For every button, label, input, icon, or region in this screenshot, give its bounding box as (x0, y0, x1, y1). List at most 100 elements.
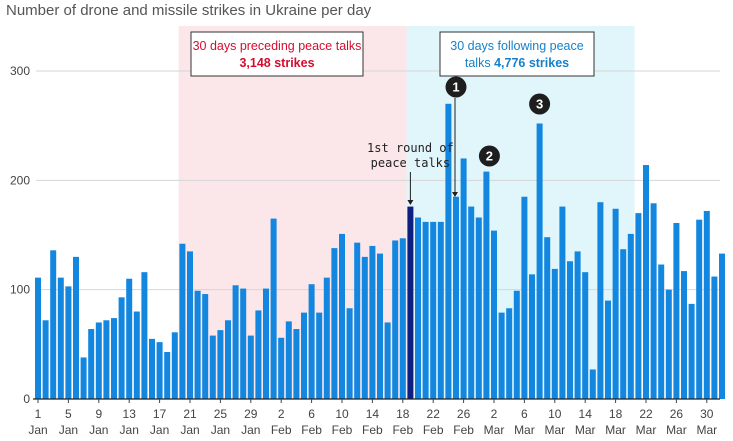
bar (544, 237, 551, 399)
x-tick-month: Mar (484, 423, 505, 437)
y-tick-label: 300 (10, 64, 30, 78)
x-tick-month: Feb (301, 423, 322, 437)
bar (643, 165, 649, 399)
bar (437, 221, 444, 399)
bar (331, 248, 338, 399)
bar (225, 320, 231, 399)
bar (247, 335, 254, 399)
bar (551, 268, 558, 399)
bar (95, 322, 102, 399)
x-tick-month: Feb (362, 423, 383, 437)
bar (57, 277, 64, 399)
bar (164, 351, 171, 399)
bar (536, 123, 543, 399)
bar (118, 297, 125, 399)
x-tick-month: Jan (211, 423, 230, 437)
x-tick-label: 26 (457, 407, 471, 421)
bar (673, 222, 680, 399)
region-label-name: 30 days preceding peace talks (193, 39, 362, 53)
bar (270, 218, 277, 399)
bar (483, 171, 490, 399)
bar (65, 286, 72, 399)
bar (681, 271, 687, 399)
x-tick-label: 30 (700, 407, 714, 421)
bar (567, 261, 573, 399)
bar (354, 242, 361, 399)
bar (369, 245, 376, 399)
bar (42, 320, 49, 399)
bar (384, 322, 391, 399)
x-tick-month: Jan (241, 423, 260, 437)
bar (658, 264, 665, 399)
x-tick-label: 22 (639, 407, 653, 421)
x-tick-month: Feb (332, 423, 353, 437)
bar (80, 357, 87, 399)
x-tick-month: Jan (150, 423, 169, 437)
x-tick-month: Mar (575, 423, 596, 437)
annotation-badge-3 (529, 93, 551, 115)
bar (111, 318, 117, 399)
x-tick-month: Mar (544, 423, 565, 437)
bar (255, 310, 262, 399)
bar (422, 221, 429, 399)
bar (263, 288, 269, 399)
bar (126, 278, 133, 399)
x-tick-month: Mar (636, 423, 657, 437)
y-tick-label: 0 (23, 392, 30, 406)
bar (620, 249, 627, 399)
peace-talks-arrow-head (407, 200, 414, 205)
bar (88, 329, 95, 399)
bar (240, 288, 247, 399)
bar (156, 342, 163, 399)
x-tick-label: 2 (491, 407, 498, 421)
y-tick-label: 200 (10, 173, 30, 187)
annotations: 30 days preceding peace talks 3,148 strik… (190, 31, 595, 205)
bar (73, 256, 79, 399)
x-tick-label: 17 (153, 407, 167, 421)
x-tick-label: 26 (670, 407, 684, 421)
annotation-badge-label: 2 (486, 149, 493, 164)
x-tick-label: 6 (521, 407, 528, 421)
region-label-total: 3,148 strikes (239, 56, 314, 70)
region-label-name: 30 days following peace (450, 39, 583, 53)
bar (696, 219, 703, 399)
region-label-box-2 (439, 31, 595, 77)
x-tick-label: 2 (278, 407, 285, 421)
bar (521, 196, 528, 399)
bar (50, 250, 57, 399)
x-tick-month: Mar (666, 423, 687, 437)
bar (35, 277, 41, 399)
bar (506, 308, 513, 399)
bar (361, 256, 368, 399)
bars (33, 103, 725, 400)
bar (589, 369, 596, 399)
bar (498, 312, 505, 399)
region-label-name-tail: talks (465, 56, 494, 70)
annotation-badge-arrow-head (452, 192, 458, 197)
bar (612, 208, 619, 399)
bar (445, 103, 452, 400)
x-tick-label: 25 (214, 407, 228, 421)
bar (149, 338, 155, 399)
x-tick-label: 5 (65, 407, 72, 421)
x-tick-month: Feb (453, 423, 474, 437)
bar (399, 238, 406, 399)
bar (665, 289, 672, 399)
bar (285, 321, 292, 399)
x-tick-label: 14 (366, 407, 380, 421)
shaded-region-2 (406, 26, 635, 399)
chart-title: Number of drone and missile strikes in U… (6, 2, 372, 19)
annotation-badge-label: 3 (536, 97, 543, 112)
x-tick-month: Feb (392, 423, 413, 437)
x-tick-month: Jan (59, 423, 78, 437)
x-tick-month: Mar (696, 423, 717, 437)
bar (635, 213, 642, 399)
bar (491, 230, 497, 399)
bar (141, 272, 148, 399)
bar (475, 217, 482, 399)
bar (103, 320, 110, 399)
bar (316, 312, 323, 399)
x-tick-label: 22 (427, 407, 441, 421)
x-tick-label: 18 (396, 407, 410, 421)
